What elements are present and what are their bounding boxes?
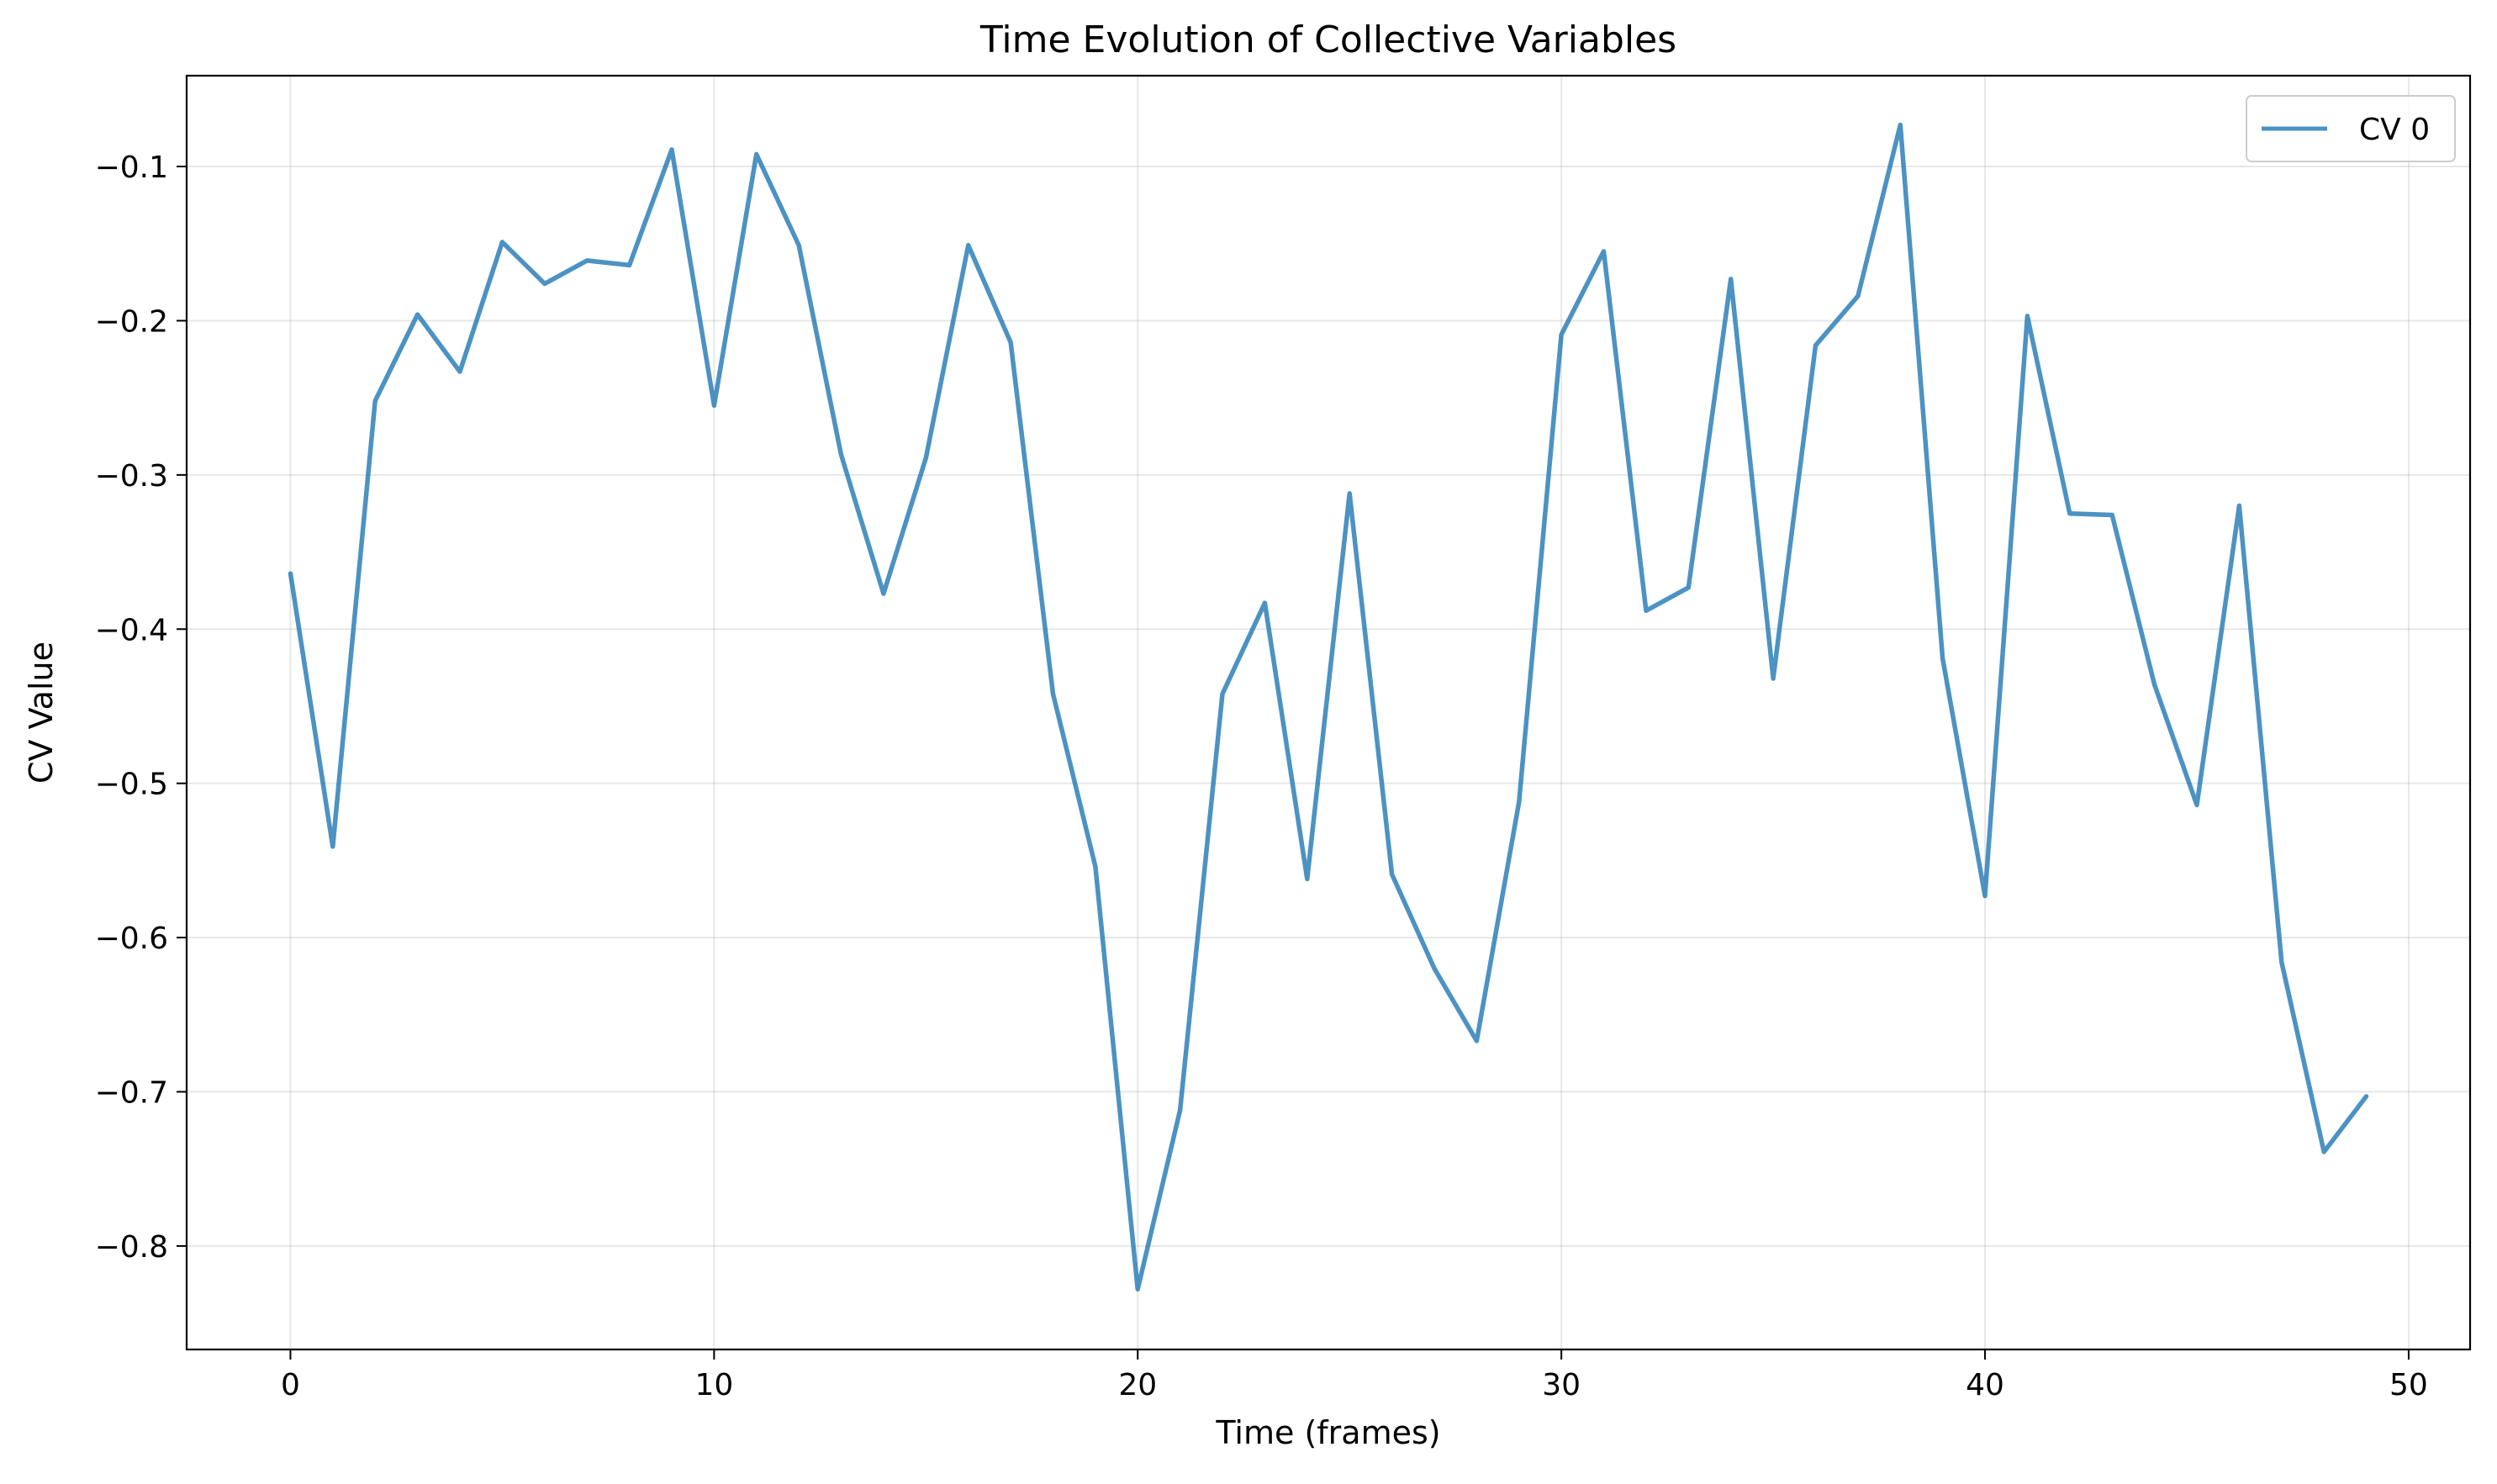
x-tick-label: 50 (2389, 1368, 2428, 1402)
axes-frame (185, 74, 2472, 1351)
x-axis: 0 10 20 30 40 50 (281, 1349, 2428, 1402)
grid-lines (187, 76, 2470, 1349)
x-tick-label: 30 (1542, 1368, 1581, 1402)
series-line (288, 122, 2369, 1292)
legend-box (2246, 95, 2456, 162)
legend: CV 0 (2246, 95, 2456, 162)
x-axis-title: Time (frames) (1215, 1414, 1440, 1451)
x-tick-label: 20 (1118, 1368, 1157, 1402)
series-layer (288, 122, 2369, 1292)
y-tick-label: −0.4 (95, 613, 168, 647)
y-tick-label: −0.1 (95, 151, 168, 185)
y-tick-label: −0.5 (95, 768, 168, 802)
y-tick-label: −0.6 (95, 922, 168, 956)
y-axis-title: CV Value (23, 642, 60, 784)
x-tick-label: 0 (281, 1368, 300, 1402)
chart-title: Time Evolution of Collective Variables (979, 18, 1676, 61)
y-tick-label: −0.2 (95, 304, 168, 339)
y-axis: −0.8 −0.7 −0.6 −0.5 −0.4 −0.3 −0.2 −0.1 (95, 151, 187, 1265)
legend-label-cv-0: CV 0 (2359, 113, 2430, 147)
y-tick-label: −0.7 (95, 1076, 168, 1111)
x-tick-label: 10 (694, 1368, 733, 1402)
y-tick-label: −0.8 (95, 1230, 168, 1265)
y-tick-label: −0.3 (95, 459, 168, 494)
x-tick-label: 40 (1966, 1368, 2004, 1402)
